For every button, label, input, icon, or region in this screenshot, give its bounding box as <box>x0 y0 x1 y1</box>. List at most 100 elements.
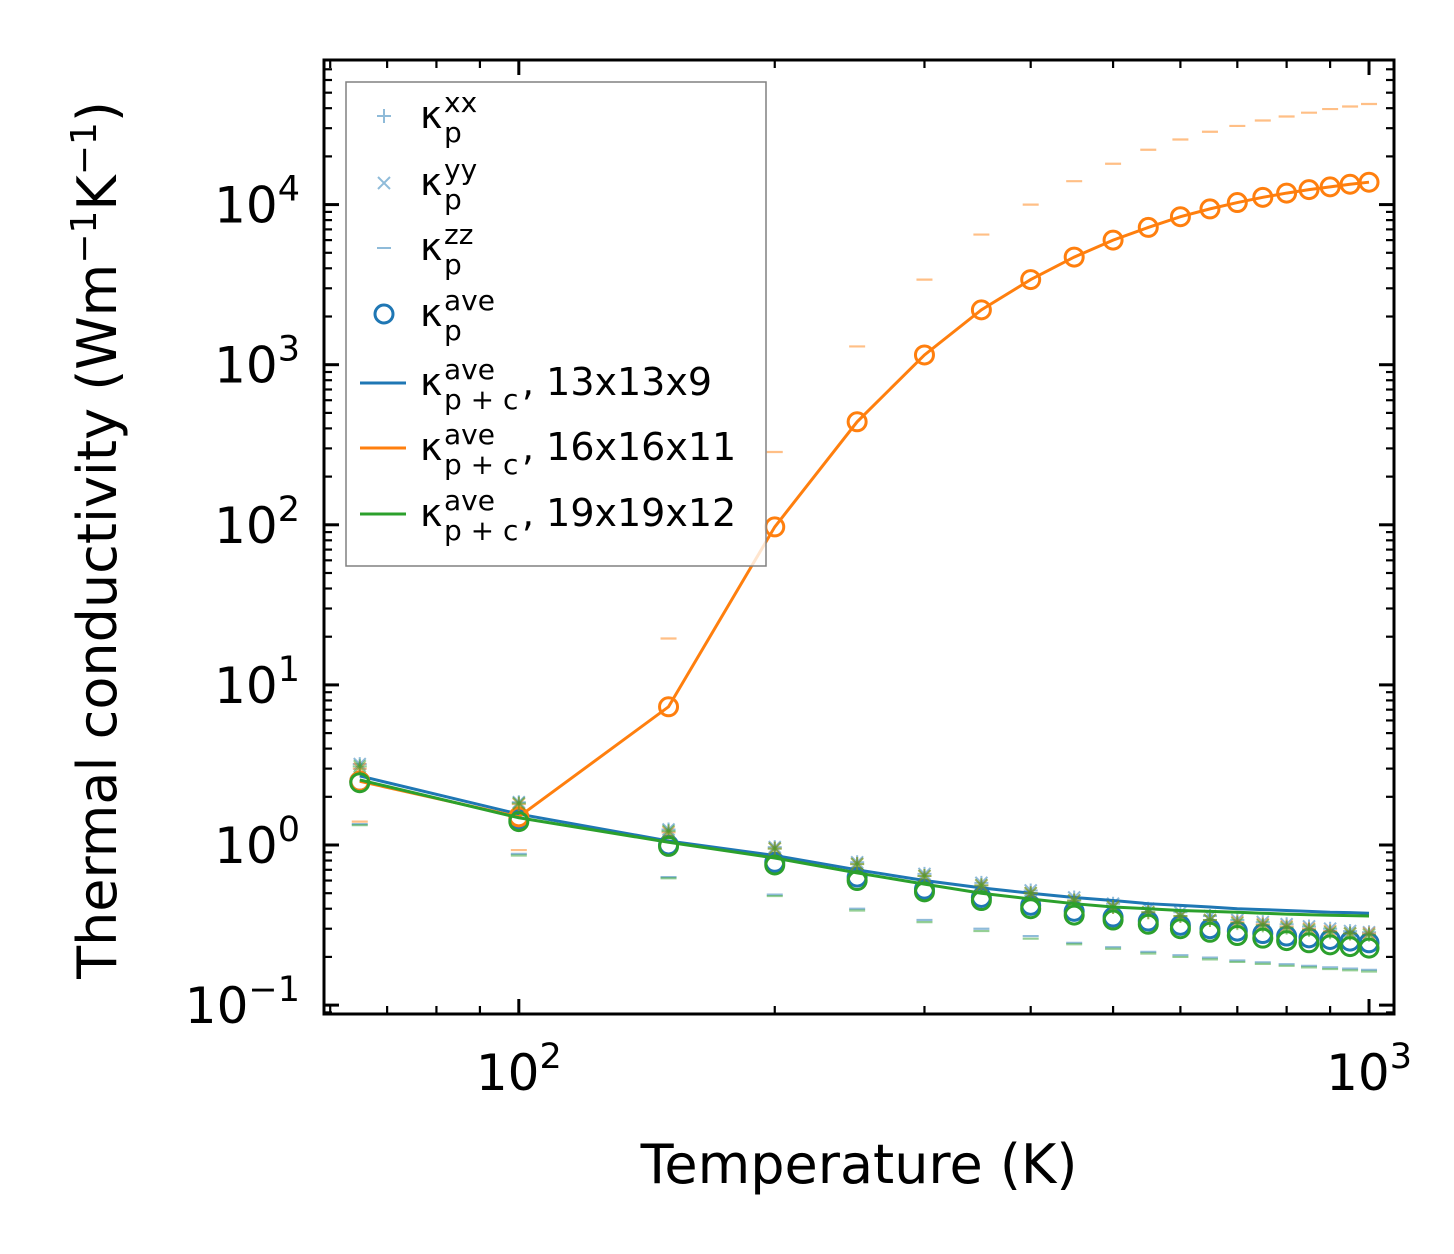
ave-marker <box>1252 186 1274 208</box>
major-ticks <box>324 60 1394 1014</box>
ave-marker <box>1137 913 1159 935</box>
y-tick-base: 10 <box>214 817 278 875</box>
ave-marker <box>1226 192 1248 214</box>
ave-marker <box>1137 216 1159 238</box>
ave-marker <box>1102 909 1124 931</box>
ave-marker <box>1199 921 1221 943</box>
ave-marker <box>1169 918 1191 940</box>
legend-sup: zz <box>444 218 473 251</box>
y-tick-base: 10 <box>185 977 249 1035</box>
legend-label: κzz p <box>420 218 473 281</box>
ave-marker <box>1276 930 1298 952</box>
y-tick-exp: 2 <box>278 490 300 530</box>
legend-label: κave p + c, 19x19x12 <box>420 484 736 547</box>
y-tick-base: 10 <box>214 177 278 235</box>
ave-marker <box>846 411 868 433</box>
legend-symbol: κ <box>420 160 442 204</box>
legend-sup: ave <box>444 353 495 386</box>
y-tick-label: 102 <box>214 490 300 555</box>
legend-box <box>345 81 767 567</box>
legend-cross-handle <box>377 176 391 190</box>
ave-marker <box>970 299 992 321</box>
ave-marker <box>1063 246 1085 268</box>
yy-marker <box>917 869 932 883</box>
x-tick-labels: 102 103 <box>476 1037 1412 1102</box>
legend-label: κxx p <box>420 86 477 149</box>
y-axis-label: Thermal conductivity (Wm−1K−1) <box>64 101 129 980</box>
ave-marker <box>1298 932 1320 954</box>
x-tick-exp: 3 <box>1390 1037 1412 1077</box>
yy-marker <box>768 841 782 856</box>
y-tick-label: 100 <box>214 810 300 875</box>
y-tick-label: 103 <box>214 330 300 395</box>
x-tick-label: 102 <box>476 1037 562 1102</box>
legend-sub: p + c <box>444 514 518 547</box>
ave-marker <box>764 854 786 876</box>
pc-line <box>359 180 1370 819</box>
legend-symbol: κ <box>420 425 442 469</box>
legend-sub: p + c <box>444 383 518 416</box>
legend-entry: κxx p <box>377 86 477 149</box>
legend-symbol: κ <box>420 491 442 535</box>
x-tick-base: 10 <box>1326 1044 1390 1102</box>
yy-marker <box>850 857 864 871</box>
legend-label: κyy p <box>420 153 477 216</box>
ave-marker <box>1319 934 1341 956</box>
legend-entry: κave p + c, 13x13x9 <box>360 353 712 416</box>
ave-marker <box>658 835 680 857</box>
ave-marker <box>1276 182 1298 204</box>
legend-entry: κave p + c, 16x16x11 <box>360 418 736 481</box>
yy-marker <box>974 878 989 893</box>
pc-line <box>359 774 1370 915</box>
ave-marker <box>1252 927 1274 949</box>
legend-label: κave p + c, 16x16x11 <box>420 418 736 481</box>
legend-circle-handle <box>373 303 395 325</box>
series-19x19x12 <box>349 759 1380 973</box>
legend-suffix: , 16x16x11 <box>522 425 736 469</box>
legend-sup: ave <box>444 284 495 317</box>
ave-marker <box>1358 171 1380 193</box>
ave-marker <box>1169 206 1191 228</box>
y-tick-exp: 1 <box>278 650 300 690</box>
yy-marker <box>661 824 676 838</box>
y-tick-exp: −1 <box>248 970 300 1010</box>
ave-marker <box>1226 925 1248 947</box>
ave-marker <box>970 890 992 912</box>
legend-sub: p + c <box>444 448 518 481</box>
ave-marker <box>1319 176 1341 198</box>
ave-marker <box>1020 269 1042 291</box>
x-axis-label: Temperature (K) <box>640 1133 1078 1196</box>
ave-marker <box>846 870 868 892</box>
legend-sub: p <box>444 314 462 347</box>
legend-suffix: , 13x13x9 <box>522 360 712 404</box>
legend-sub: p <box>444 248 462 281</box>
legend-sup: ave <box>444 484 495 517</box>
y-tick-label: 101 <box>214 650 300 715</box>
legend-entry: κyy p <box>377 153 477 216</box>
legend-entry: κave p + c, 19x19x12 <box>360 484 736 547</box>
y-axis-label-exp1: −1 <box>64 211 105 264</box>
legend-sup: xx <box>444 86 477 119</box>
x-tick-exp: 2 <box>539 1037 561 1077</box>
y-tick-base: 10 <box>214 337 278 395</box>
legend-plus-handle <box>377 109 391 123</box>
ave-marker <box>1102 229 1124 251</box>
legend-sup: yy <box>444 153 477 186</box>
legend-symbol: κ <box>420 291 442 335</box>
y-axis-label-main: Thermal conductivity (Wm <box>66 264 129 980</box>
legend-entry: κzz p <box>377 218 473 281</box>
legend-sub: p <box>444 183 462 216</box>
yy-marker <box>353 759 367 774</box>
yy-marker <box>512 796 526 811</box>
legend-label: κave p + c, 13x13x9 <box>420 353 712 416</box>
ave-marker <box>508 811 530 833</box>
ave-marker <box>913 881 935 903</box>
y-tick-label: 10−1 <box>185 970 300 1035</box>
x-tick-label: 103 <box>1326 1037 1412 1102</box>
ave-marker <box>1020 898 1042 920</box>
data-layer <box>349 102 1380 973</box>
